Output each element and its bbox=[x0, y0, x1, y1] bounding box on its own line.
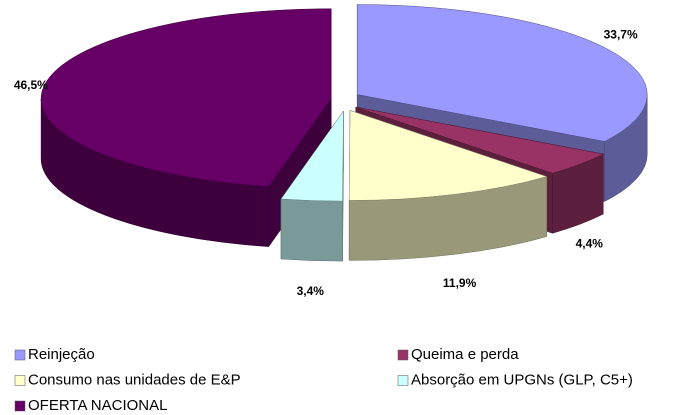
slice bbox=[355, 106, 605, 174]
legend-swatch bbox=[397, 349, 409, 361]
data-label: 3,4% bbox=[297, 284, 325, 298]
slice bbox=[356, 4, 648, 142]
slice bbox=[348, 110, 548, 201]
slice bbox=[280, 110, 344, 202]
data-label: 33,7% bbox=[604, 27, 638, 41]
slice bbox=[40, 8, 332, 187]
legend-swatch bbox=[397, 375, 409, 386]
legend-label: Queima e perda bbox=[411, 346, 519, 363]
data-label: 46,5% bbox=[14, 78, 48, 92]
legend-label: Consumo nas unidades de E&P bbox=[28, 371, 241, 388]
slice-side bbox=[280, 198, 343, 262]
data-label: 11,9% bbox=[443, 276, 477, 290]
legend-label: OFERTA NACIONAL bbox=[28, 397, 167, 414]
legend-label: Absorção em UPGNs (GLP, C5+) bbox=[411, 371, 633, 388]
legend-label: Reinjeção bbox=[28, 346, 95, 363]
legend-swatch bbox=[14, 375, 26, 386]
legend-swatch bbox=[14, 400, 26, 412]
data-label: 4,4% bbox=[576, 236, 604, 250]
legend-swatch bbox=[14, 349, 26, 361]
